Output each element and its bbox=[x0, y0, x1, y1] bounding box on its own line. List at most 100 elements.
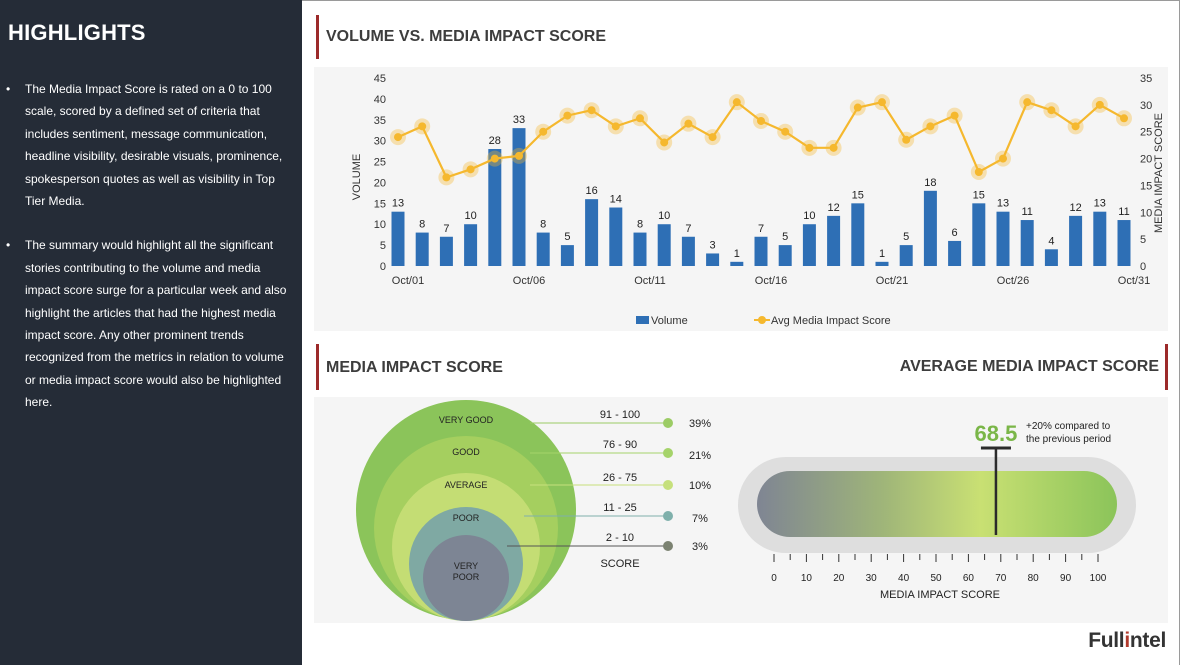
bar-value-label: 7 bbox=[758, 223, 764, 235]
level-percent-very-good: 39% bbox=[689, 418, 711, 430]
level-range-very-good: 91 - 100 bbox=[600, 409, 640, 421]
bar-value-label: 15 bbox=[973, 189, 985, 201]
impact-point bbox=[684, 119, 693, 128]
impact-point bbox=[587, 106, 596, 115]
bar-value-label: 18 bbox=[924, 177, 936, 189]
gauge-tick-label: 40 bbox=[898, 573, 910, 584]
volume-bars bbox=[391, 128, 1131, 266]
impact-score-line bbox=[390, 94, 1132, 186]
impact-point bbox=[878, 98, 886, 107]
level-label-poor: POOR bbox=[453, 513, 480, 523]
y-tick-label: 15 bbox=[374, 198, 386, 210]
level-range-good: 76 - 90 bbox=[603, 439, 637, 451]
x-tick-label: Oct/11 bbox=[634, 275, 666, 287]
bar-value-label: 8 bbox=[419, 219, 425, 231]
level-percent-poor: 7% bbox=[692, 513, 708, 525]
volume-bar bbox=[875, 261, 889, 266]
level-percent-average: 10% bbox=[689, 480, 711, 492]
average-score-value: 68.5 bbox=[975, 421, 1018, 446]
impact-point bbox=[829, 143, 838, 152]
impact-point bbox=[515, 151, 523, 160]
gauge-axis-label: MEDIA IMPACT SCORE bbox=[880, 589, 1000, 601]
volume-bar bbox=[706, 253, 720, 266]
volume-bar bbox=[609, 207, 623, 266]
highlight-bullet: The Media Impact Score is rated on a 0 t… bbox=[6, 78, 296, 212]
x-tick-label: Oct/31 bbox=[1118, 275, 1150, 287]
impact-point bbox=[781, 127, 790, 136]
section-accent-bar bbox=[316, 344, 319, 390]
impact-point bbox=[950, 111, 959, 120]
gauge-tick-label: 90 bbox=[1060, 573, 1072, 584]
bar-value-label: 7 bbox=[443, 223, 449, 235]
y2-tick-label: 15 bbox=[1140, 180, 1152, 192]
section-accent-bar bbox=[1165, 344, 1168, 390]
volume-bar bbox=[439, 236, 453, 266]
chart-legend: Volume Avg Media Impact Score bbox=[636, 315, 891, 327]
bar-value-label: 3 bbox=[710, 239, 716, 251]
y-tick-label: 40 bbox=[374, 94, 386, 106]
impact-point bbox=[636, 114, 644, 123]
media-impact-title: MEDIA IMPACT SCORE bbox=[326, 359, 503, 376]
highlights-title: HIGHLIGHTS bbox=[8, 20, 146, 45]
level-label-very-poor-line1: VERY bbox=[454, 561, 478, 571]
bar-value-label: 13 bbox=[392, 198, 404, 210]
volume-bar bbox=[464, 224, 478, 266]
impact-point bbox=[732, 98, 741, 107]
y-tick-label: 20 bbox=[374, 177, 386, 189]
level-dot bbox=[663, 418, 673, 428]
comparison-text-line1: +20% compared to bbox=[1026, 421, 1111, 432]
y2-tick-label: 20 bbox=[1140, 154, 1152, 166]
level-range-average: 26 - 75 bbox=[603, 472, 637, 484]
impact-point bbox=[466, 165, 475, 174]
impact-point bbox=[708, 133, 717, 142]
main-dashboard: VOLUME VS. MEDIA IMPACT SCORE 13 8 7 10 28 33… bbox=[302, 0, 1180, 665]
gauge-fill bbox=[757, 471, 1117, 537]
bar-value-label: 4 bbox=[1048, 235, 1054, 247]
volume-bar bbox=[972, 203, 986, 266]
highlight-bullet: The summary would highlight all the sign… bbox=[6, 234, 296, 413]
logo-text-part3: ntel bbox=[1129, 629, 1166, 652]
volume-bar bbox=[899, 245, 913, 266]
volume-chart-panel bbox=[314, 67, 1168, 331]
volume-bar bbox=[996, 211, 1010, 266]
legend-impact-label: Avg Media Impact Score bbox=[771, 315, 891, 327]
y2-tick-label: 25 bbox=[1140, 127, 1152, 139]
x-tick-label: Oct/01 bbox=[392, 275, 424, 287]
y2-tick-label: 10 bbox=[1140, 207, 1152, 219]
volume-bar bbox=[1117, 220, 1131, 266]
bar-value-label: 14 bbox=[610, 194, 622, 206]
bar-value-label: 10 bbox=[803, 210, 815, 222]
impact-point bbox=[442, 173, 451, 182]
impact-point bbox=[394, 133, 402, 142]
x-tick-label: Oct/16 bbox=[755, 275, 787, 287]
volume-bar bbox=[585, 199, 599, 266]
gauge-needle bbox=[980, 446, 1011, 535]
impact-point bbox=[418, 122, 427, 131]
y2-axis-title: MEDIA IMPACT SCORE bbox=[1153, 113, 1165, 233]
volume-impact-chart: 138 7102833851614810731751012151518615131… bbox=[351, 73, 1165, 327]
impact-point bbox=[926, 122, 935, 131]
legend-volume-swatch bbox=[636, 316, 649, 324]
gauge-tick-label: 80 bbox=[1028, 573, 1040, 584]
y-axis-left: 0 5 10 15 20 25 30 35 40 45 bbox=[374, 73, 386, 273]
volume-bar bbox=[1044, 249, 1058, 266]
bar-value-label: 8 bbox=[540, 219, 546, 231]
legend-impact-swatch-dot bbox=[758, 316, 766, 324]
gauge-tick-label: 100 bbox=[1090, 573, 1107, 584]
level-dot bbox=[663, 511, 673, 521]
volume-bar bbox=[536, 232, 550, 266]
level-label-very-good: VERY GOOD bbox=[439, 415, 494, 425]
impact-point bbox=[539, 127, 548, 136]
gauge-tick-label: 0 bbox=[771, 573, 777, 584]
level-label-very-poor-line2: POOR bbox=[453, 572, 480, 582]
volume-bar bbox=[681, 236, 695, 266]
level-range-very-poor: 2 - 10 bbox=[606, 532, 634, 544]
volume-section-title: VOLUME VS. MEDIA IMPACT SCORE bbox=[326, 28, 607, 45]
volume-bar bbox=[560, 245, 574, 266]
volume-bar bbox=[948, 240, 962, 266]
volume-bar bbox=[851, 203, 865, 266]
level-label-good: GOOD bbox=[452, 447, 480, 457]
highlights-list: The Media Impact Score is rated on a 0 t… bbox=[6, 78, 296, 436]
volume-bar bbox=[827, 215, 841, 266]
bar-value-label: 13 bbox=[1094, 198, 1106, 210]
